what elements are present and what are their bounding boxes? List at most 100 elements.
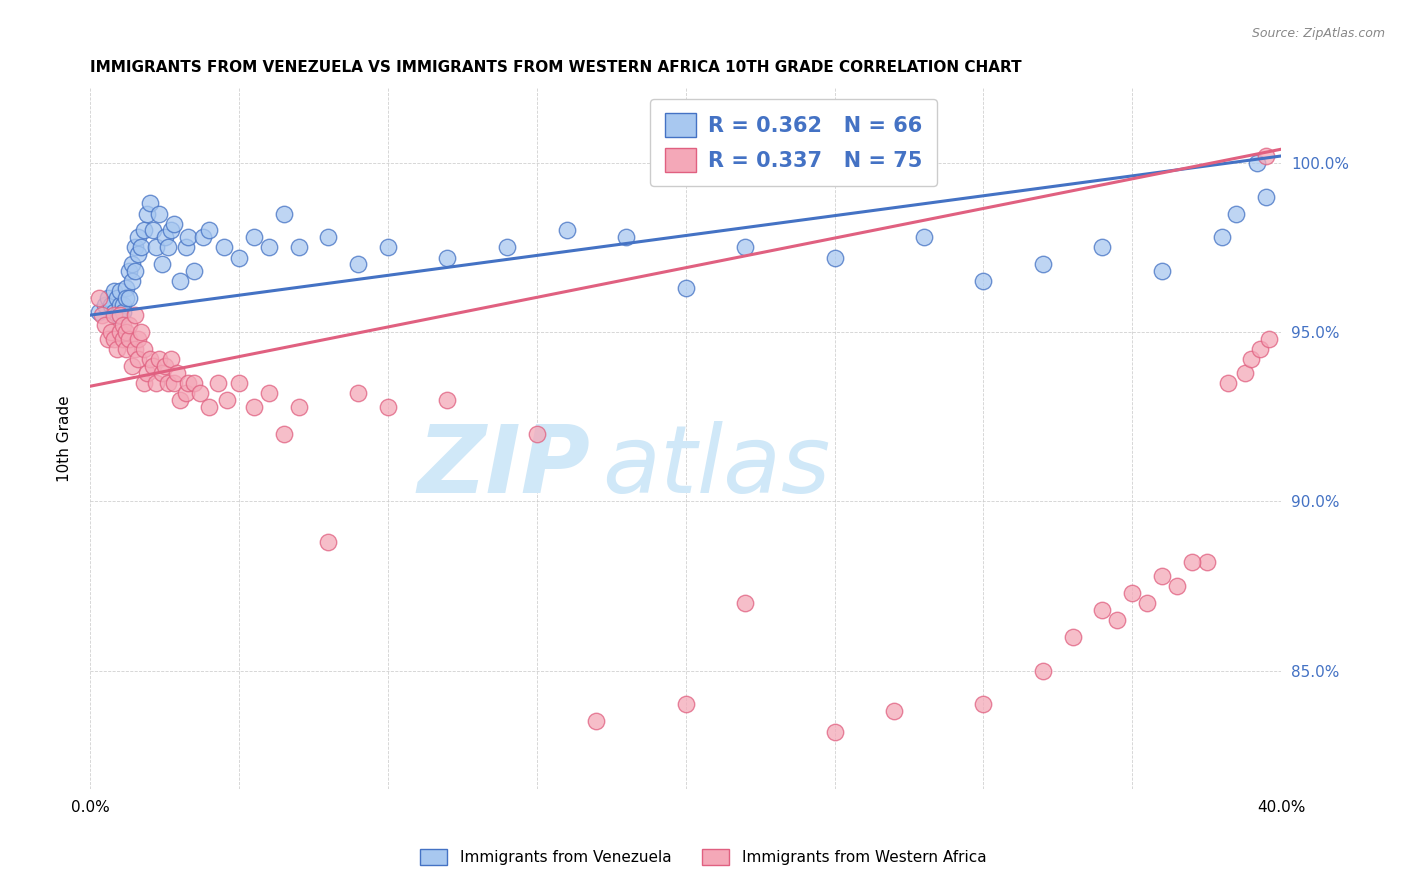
- Legend: R = 0.362   N = 66, R = 0.337   N = 75: R = 0.362 N = 66, R = 0.337 N = 75: [650, 99, 938, 186]
- Point: [127, 230, 149, 244]
- Point: [1216, 376, 1239, 390]
- Text: Source: ZipAtlas.com: Source: ZipAtlas.com: [1251, 27, 1385, 40]
- Point: [228, 376, 250, 390]
- Point: [496, 240, 519, 254]
- Point: [105, 308, 128, 322]
- Point: [118, 318, 141, 333]
- Point: [1225, 206, 1247, 220]
- Point: [1150, 264, 1173, 278]
- Point: [824, 724, 846, 739]
- Legend: Immigrants from Venezuela, Immigrants from Western Africa: Immigrants from Venezuela, Immigrants fr…: [413, 843, 993, 871]
- Point: [436, 251, 458, 265]
- Point: [377, 400, 399, 414]
- Point: [1107, 613, 1129, 627]
- Point: [198, 400, 221, 414]
- Point: [139, 352, 162, 367]
- Point: [115, 281, 138, 295]
- Point: [734, 596, 756, 610]
- Text: IMMIGRANTS FROM VENEZUELA VS IMMIGRANTS FROM WESTERN AFRICA 10TH GRADE CORRELATI: IMMIGRANTS FROM VENEZUELA VS IMMIGRANTS …: [90, 60, 1022, 75]
- Point: [124, 264, 146, 278]
- Point: [127, 352, 149, 367]
- Point: [132, 342, 155, 356]
- Point: [129, 240, 152, 254]
- Point: [228, 251, 250, 265]
- Point: [436, 392, 458, 407]
- Point: [100, 298, 122, 312]
- Point: [1240, 352, 1263, 367]
- Point: [108, 285, 131, 299]
- Point: [148, 206, 170, 220]
- Point: [169, 392, 191, 407]
- Point: [1136, 596, 1159, 610]
- Point: [111, 298, 134, 312]
- Point: [142, 359, 165, 373]
- Point: [145, 240, 167, 254]
- Point: [1246, 155, 1268, 169]
- Point: [1121, 586, 1143, 600]
- Point: [105, 291, 128, 305]
- Point: [132, 223, 155, 237]
- Point: [135, 206, 157, 220]
- Point: [129, 325, 152, 339]
- Point: [139, 196, 162, 211]
- Point: [145, 376, 167, 390]
- Point: [212, 240, 235, 254]
- Point: [1166, 579, 1188, 593]
- Point: [183, 264, 205, 278]
- Point: [675, 281, 697, 295]
- Point: [121, 257, 143, 271]
- Point: [169, 274, 191, 288]
- Point: [1234, 366, 1257, 380]
- Point: [1032, 257, 1054, 271]
- Point: [111, 318, 134, 333]
- Point: [243, 400, 266, 414]
- Point: [115, 291, 138, 305]
- Point: [883, 704, 905, 718]
- Point: [318, 230, 340, 244]
- Point: [273, 426, 295, 441]
- Point: [162, 376, 184, 390]
- Point: [108, 325, 131, 339]
- Point: [89, 291, 111, 305]
- Point: [111, 332, 134, 346]
- Point: [115, 342, 138, 356]
- Point: [111, 304, 134, 318]
- Point: [675, 698, 697, 712]
- Point: [103, 304, 125, 318]
- Point: [1091, 240, 1114, 254]
- Point: [103, 332, 125, 346]
- Point: [526, 426, 548, 441]
- Point: [121, 274, 143, 288]
- Point: [89, 304, 111, 318]
- Point: [121, 359, 143, 373]
- Point: [1211, 230, 1233, 244]
- Point: [108, 308, 131, 322]
- Point: [142, 223, 165, 237]
- Point: [1195, 555, 1218, 569]
- Text: ZIP: ZIP: [418, 421, 591, 513]
- Point: [118, 332, 141, 346]
- Point: [377, 240, 399, 254]
- Point: [174, 386, 197, 401]
- Point: [198, 223, 221, 237]
- Point: [318, 535, 340, 549]
- Point: [118, 264, 141, 278]
- Point: [153, 359, 176, 373]
- Point: [124, 342, 146, 356]
- Point: [103, 285, 125, 299]
- Point: [1181, 555, 1204, 569]
- Point: [257, 386, 280, 401]
- Point: [912, 230, 935, 244]
- Point: [1256, 149, 1278, 163]
- Point: [124, 308, 146, 322]
- Point: [94, 298, 117, 312]
- Point: [148, 352, 170, 367]
- Y-axis label: 10th Grade: 10th Grade: [58, 395, 72, 482]
- Point: [150, 366, 173, 380]
- Point: [193, 230, 215, 244]
- Point: [159, 223, 181, 237]
- Point: [105, 342, 128, 356]
- Point: [174, 240, 197, 254]
- Point: [555, 223, 578, 237]
- Point: [132, 376, 155, 390]
